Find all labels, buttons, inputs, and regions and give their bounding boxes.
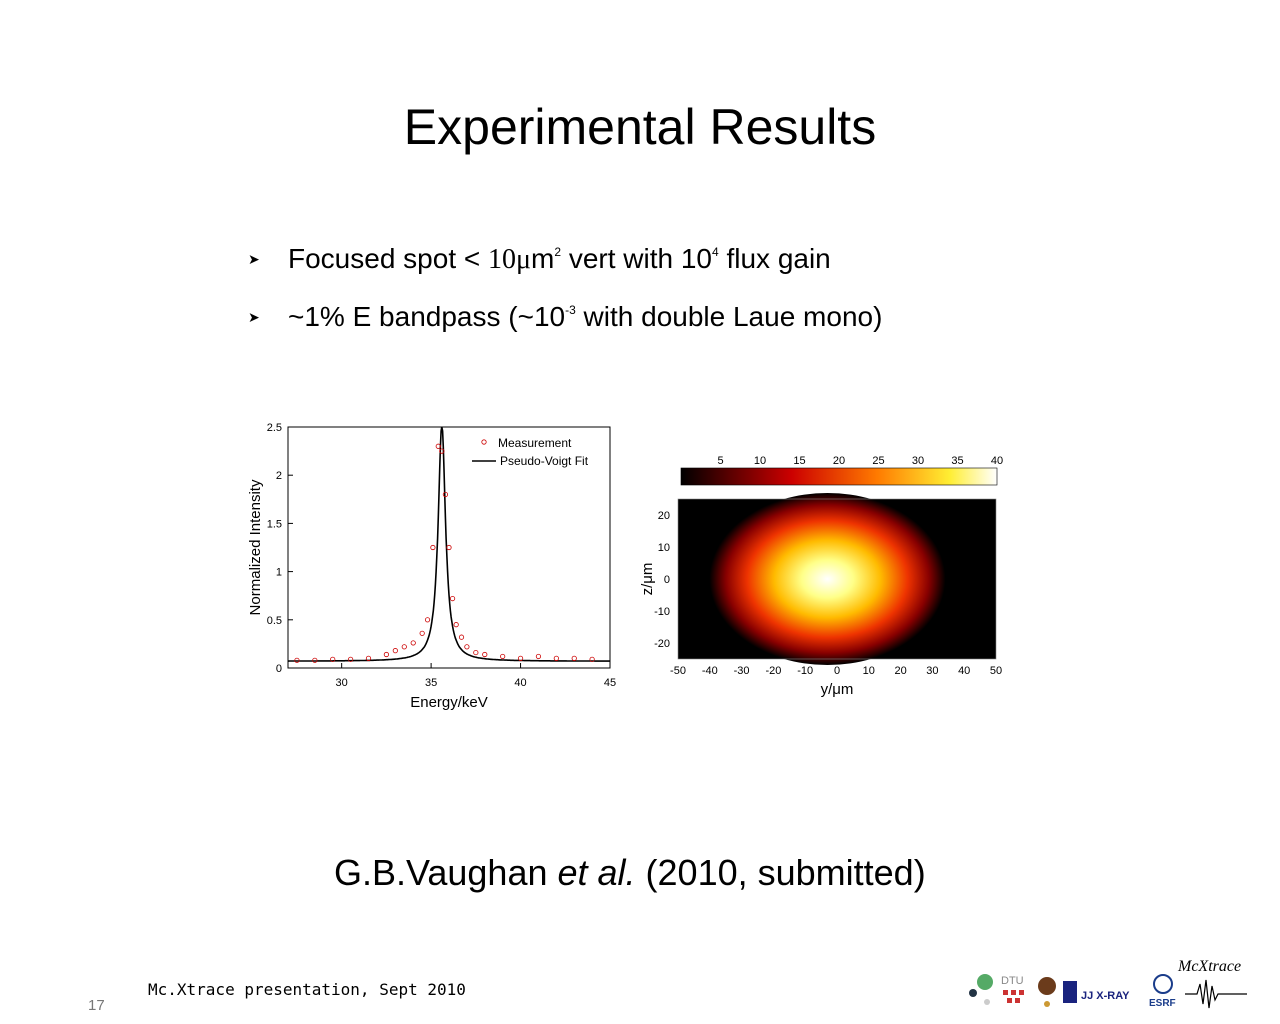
measurement-point (482, 651, 488, 658)
x-tick-label: 30 (926, 665, 938, 677)
x-tick-label: -20 (765, 665, 781, 677)
measurement-point (410, 640, 416, 646)
measurement-point (435, 443, 441, 449)
measurement-point (553, 655, 559, 661)
y-axis-label: Normalized Intensity (247, 479, 264, 615)
svg-text:JJ X-RAY: JJ X-RAY (1081, 990, 1130, 1002)
measurement-point (419, 630, 425, 636)
colorbar-tick-label: 30 (912, 455, 924, 467)
bullet-text: ~1% E bandpass (~10-3 with double Laue m… (288, 301, 883, 332)
x-tick-label: 10 (863, 665, 875, 677)
measurement-point (439, 448, 445, 454)
colorbar-tick-label: 15 (793, 455, 805, 467)
beam-profile-heatmap: 5 10 15 20 25 30 35 40 -50 -40 -30 -20 -10 0 10 20 30 40 5… (639, 455, 1003, 698)
y-tick-label: 2 (276, 470, 282, 482)
measurement-point (453, 622, 459, 628)
esrf-logo: ESRF (1149, 974, 1176, 1009)
x-tick-label: 40 (958, 665, 970, 677)
measurement-point (449, 595, 456, 602)
colorbar-tick-label: 25 (872, 455, 884, 467)
citation: G.B.Vaughan et al. (2010, submitted) (334, 852, 926, 893)
measurement-point (312, 657, 318, 663)
measurement-point (458, 634, 465, 640)
y-tick-label: -20 (654, 638, 670, 650)
x-tick-label: 40 (514, 677, 526, 689)
slide-title: Experimental Results (403, 99, 877, 155)
dtu-logo: DTU (1001, 975, 1024, 1003)
spectrum-chart: 30 35 40 45 0 0.5 1 1.5 2 2.5 Measurement Pseudo-Vo… (247, 422, 616, 711)
x-axis-label: y/μm (821, 681, 854, 698)
mcxtrace-brand: McXtrace (1178, 958, 1242, 975)
measurement-point (517, 655, 524, 661)
x-tick-label: -40 (702, 665, 718, 677)
mcxtrace-wave-icon (1185, 979, 1247, 1009)
beam-spot (709, 493, 946, 665)
svg-text:ESRF: ESRF (1149, 998, 1176, 1009)
measurement-point (473, 649, 479, 656)
x-tick-label: 45 (604, 677, 616, 689)
y-tick-label: 0 (276, 663, 282, 675)
measurement-point (348, 656, 354, 662)
y-tick-label: 1 (276, 567, 282, 579)
partner-logo-1 (969, 974, 993, 1005)
colorbar-tick-label: 40 (991, 455, 1003, 467)
x-tick-label: 35 (425, 677, 437, 689)
y-tick-label: -10 (654, 606, 670, 618)
legend-label-measurement: Measurement (498, 436, 572, 450)
measurement-point (442, 491, 449, 498)
x-tick-label: 0 (834, 665, 840, 677)
jj-xray-logo: JJ X-RAY (1063, 981, 1130, 1003)
x-axis-label: Energy/keV (410, 694, 488, 711)
partner-logo-3 (1038, 977, 1056, 1007)
measurement-point (330, 656, 336, 662)
y-tick-label: 0.5 (267, 615, 282, 627)
measurement-point (424, 617, 431, 623)
measurement-point (365, 655, 372, 661)
measurement-point (294, 657, 300, 663)
bullet-text: Focused spot < 10μm2 vert with 104 flux … (288, 243, 831, 275)
partner-logos: DTU JJ X-RAY ESRF (969, 974, 1247, 1009)
x-tick-label: 20 (894, 665, 906, 677)
colorbar-tick-label: 10 (754, 455, 766, 467)
plot-frame (287, 426, 611, 669)
colorbar-tick-label: 20 (833, 455, 845, 467)
legend-marker-measurement (481, 439, 487, 445)
colorbar-tick-label: 5 (717, 455, 723, 467)
y-tick-label: 10 (658, 542, 670, 554)
measurement-point (446, 544, 452, 551)
measurement-point (430, 544, 436, 551)
measurement-point (383, 651, 389, 658)
y-tick-label: 2.5 (267, 422, 282, 434)
measurement-point (392, 648, 398, 654)
x-tick-label: 50 (990, 665, 1002, 677)
x-tick-label: 30 (336, 677, 348, 689)
heatmap-frame (677, 498, 997, 660)
measurement-point (401, 644, 407, 650)
footer-text: Mc.Xtrace presentation, Sept 2010 (148, 980, 466, 999)
y-tick-label: 20 (658, 510, 670, 522)
colorbar (680, 467, 998, 486)
svg-text:DTU: DTU (1001, 975, 1024, 987)
x-tick-label: -50 (670, 665, 686, 677)
x-tick-label: -30 (734, 665, 750, 677)
x-tick-label: -10 (797, 665, 813, 677)
measurement-point (589, 656, 595, 662)
y-axis-label: z/μm (639, 563, 656, 596)
y-tick-label: 1.5 (267, 518, 282, 530)
measurement-point (464, 644, 470, 650)
legend-label-fit: Pseudo-Voigt Fit (500, 454, 589, 468)
measurement-point (571, 655, 577, 661)
y-tick-label: 0 (664, 574, 670, 586)
measurement-point (535, 653, 542, 660)
arrow-bullet-icon: ➤ (248, 309, 260, 325)
arrow-bullet-icon: ➤ (248, 251, 260, 267)
measurement-point (500, 653, 506, 660)
colorbar-tick-label: 35 (951, 455, 963, 467)
page-number: 17 (88, 997, 105, 1014)
